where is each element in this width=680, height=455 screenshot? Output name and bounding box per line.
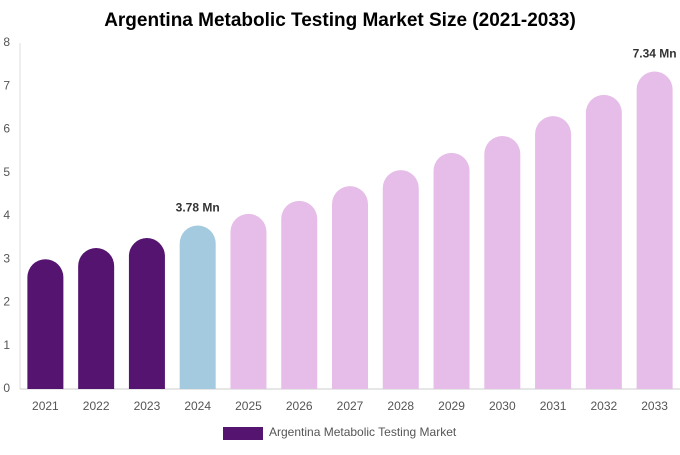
y-tick-label: 1	[3, 338, 10, 352]
x-tick-label: 2024	[184, 399, 211, 413]
y-tick-label: 8	[3, 35, 10, 49]
y-tick-label: 0	[3, 381, 10, 395]
bar	[128, 238, 165, 389]
chart-title: Argentina Metabolic Testing Market Size …	[104, 10, 576, 31]
value-label: 7.34 Mn	[633, 47, 677, 61]
x-tick-label: 2023	[134, 399, 161, 413]
x-tick-label: 2025	[235, 399, 262, 413]
legend-swatch	[223, 427, 263, 440]
bar	[332, 186, 368, 389]
y-tick-label: 6	[3, 122, 10, 136]
x-tick-label: 2027	[337, 399, 364, 413]
x-tick-label: 2021	[32, 399, 59, 413]
y-tick-label: 7	[3, 78, 10, 92]
bar	[585, 94, 622, 389]
y-tick-label: 2	[3, 295, 10, 309]
bar	[433, 152, 470, 389]
x-tick-label: 2030	[489, 399, 516, 413]
bar	[535, 116, 572, 390]
y-tick-label: 3	[3, 251, 10, 265]
x-tick-label: 2033	[641, 399, 668, 413]
x-tick-label: 2029	[438, 399, 465, 413]
x-tick-label: 2028	[387, 399, 414, 413]
legend-label: Argentina Metabolic Testing Market	[269, 425, 457, 439]
bar	[382, 170, 419, 389]
value-label: 3.78 Mn	[176, 201, 220, 215]
bar	[281, 200, 318, 389]
y-tick-label: 5	[3, 165, 10, 179]
x-tick-label: 2032	[590, 399, 617, 413]
bar	[179, 225, 216, 389]
x-tick-label: 2022	[83, 399, 110, 413]
y-tick-label: 4	[3, 208, 10, 222]
bar	[78, 248, 115, 389]
x-tick-label: 2031	[540, 399, 567, 413]
bar	[484, 135, 521, 389]
bar	[27, 259, 64, 389]
bar	[636, 71, 673, 389]
x-tick-label: 2026	[286, 399, 313, 413]
bar	[230, 213, 267, 389]
